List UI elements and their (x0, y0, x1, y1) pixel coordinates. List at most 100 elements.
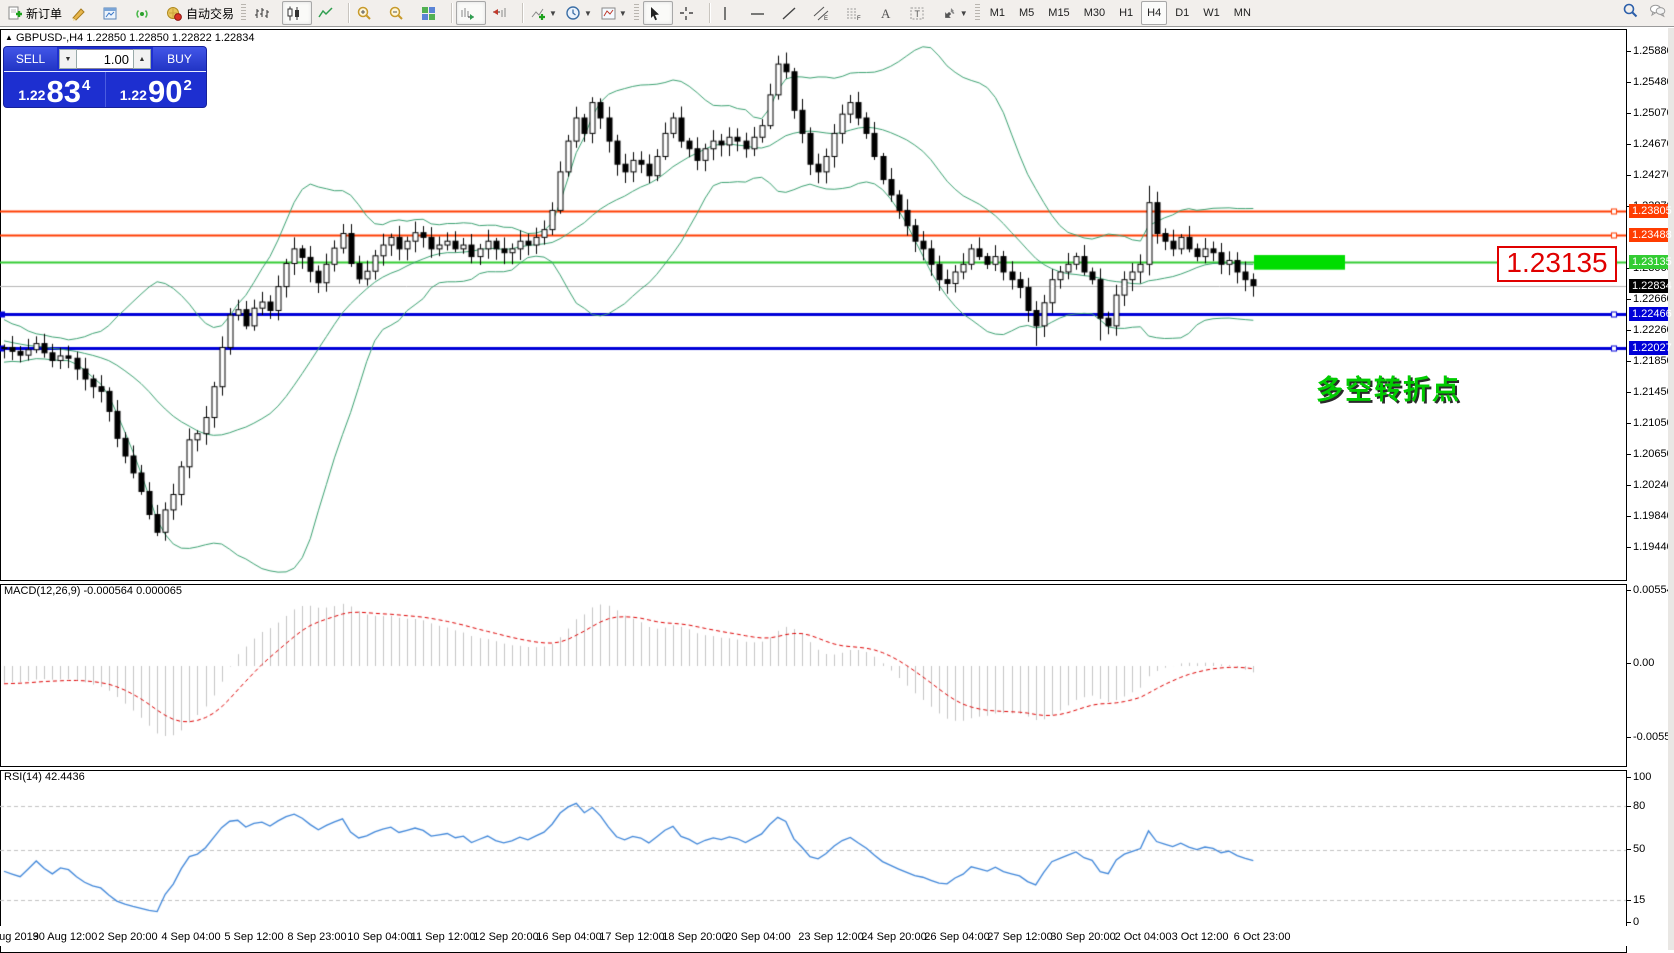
timeframe-button-h4[interactable]: H4 (1141, 1, 1168, 25)
fibonacci-icon: F (845, 5, 862, 22)
toolbar-button-indicators[interactable]: ▼ (527, 1, 560, 25)
buy-button[interactable]: BUY (153, 47, 206, 71)
price-level-tag[interactable]: 1.23135 (1497, 246, 1617, 282)
collapse-triangle-icon[interactable]: ▲ (5, 33, 13, 42)
volume-decrease-button[interactable]: ▼ (59, 49, 77, 69)
axis-tick (1627, 777, 1631, 778)
price-level-tag-1.23135: 1.23135 (1629, 255, 1672, 270)
toolbar-button-trendline[interactable] (778, 1, 808, 25)
time-tick-label: 26 Sep 04:00 (924, 931, 990, 943)
axis-tick (1627, 361, 1631, 363)
macd-values: -0.000564 0.000065 (83, 585, 182, 597)
toolbar-button-cursor[interactable] (642, 1, 673, 25)
indicator-tick-label: 0.005543 (1633, 584, 1674, 596)
axis-tick (1627, 144, 1631, 146)
toolbar-button-zoom-in[interactable] (353, 1, 383, 25)
panel-separator-macd[interactable] (0, 580, 1627, 585)
periods-dropdown-arrow[interactable]: ▼ (583, 8, 592, 18)
rsi-name: RSI(14) (4, 771, 42, 783)
toolbar-button-chart-shift[interactable] (488, 1, 518, 25)
toolbar-button-zoom-out[interactable] (385, 1, 415, 25)
toolbar-button-candlestick-chart[interactable] (282, 1, 313, 25)
toolbar-separator (451, 3, 453, 23)
time-tick-label: 29 Aug 2019 (0, 931, 39, 943)
price-tick-label: 1.25480 (1633, 75, 1673, 88)
toolbar-button-auto-scroll[interactable] (456, 1, 487, 25)
indicator-tick-label: -0.005583 (1633, 731, 1674, 743)
templates-dropdown-arrow[interactable]: ▼ (618, 8, 627, 18)
toolbar-grip[interactable] (974, 4, 980, 22)
buy-price-small: 1.22 (119, 87, 147, 103)
timeframe-button-m1[interactable]: M1 (989, 7, 1005, 19)
price-tick-label: 1.25070 (1633, 107, 1673, 120)
toolbar-button-equidistant-channel[interactable]: E (810, 1, 840, 25)
ohlc-values: 1.22850 1.22850 1.22822 1.22834 (86, 32, 255, 44)
turning-point-annotation[interactable]: 多空转折点 (1316, 375, 1461, 405)
timeframe-button-mn[interactable]: MN (1233, 7, 1251, 19)
toolbar-button-autotrading[interactable]: 自动交易 (163, 1, 237, 25)
time-tick-label: 8 Sep 23:00 (287, 931, 347, 943)
price-tick-label: 1.24270 (1633, 168, 1673, 181)
time-tick-label: 30 Sep 20:00 (1050, 931, 1116, 943)
time-tick-label: 11 Sep 12:00 (410, 931, 476, 943)
axis-tick (1627, 900, 1631, 901)
timeframe-button-m30[interactable]: M30 (1083, 7, 1106, 19)
arrows-dropdown-arrow[interactable]: ▼ (959, 8, 968, 18)
sell-button[interactable]: SELL (4, 47, 57, 71)
crosshair-icon (678, 5, 695, 22)
toolbar-button-periods[interactable]: ▼ (562, 1, 595, 25)
timeframe-button-w1[interactable]: W1 (1203, 7, 1220, 19)
toolbar-button-text[interactable]: A (874, 1, 904, 25)
toolbar-button-signals[interactable] (131, 1, 161, 25)
toolbar-button-horizontal-line[interactable] (746, 1, 776, 25)
toolbar-separator (348, 3, 350, 23)
toolbar-separator (708, 3, 710, 23)
time-tick-label: 10 Sep 04:00 (347, 931, 413, 943)
panel-separator-rsi[interactable] (0, 766, 1627, 771)
toolbar-button-crosshair[interactable] (675, 1, 705, 25)
toolbar-button-tile-windows[interactable] (417, 1, 447, 25)
one-click-trading-panel: SELL ▼ ▲ BUY 1.22 83 4 1.22 90 2 (4, 47, 206, 107)
indicators-dropdown-arrow[interactable]: ▼ (549, 8, 557, 18)
axis-tick (1627, 485, 1631, 487)
sell-price[interactable]: 1.22 83 4 (4, 72, 106, 107)
timeframe-button-m5[interactable]: M5 (1019, 7, 1035, 19)
main-chart-canvas[interactable] (0, 29, 1626, 580)
toolbar-button-market-watch[interactable] (99, 1, 129, 25)
axis-tick (1627, 453, 1631, 455)
price-tick-label: 1.25880 (1633, 45, 1673, 57)
vertical-line-icon (717, 5, 734, 22)
toolbar-button-bar-chart[interactable] (250, 1, 280, 25)
toolbar-button-templates[interactable]: ▼ (597, 1, 630, 25)
axis-tick (1627, 51, 1631, 52)
time-tick-label: 20 Sep 04:00 (725, 931, 791, 943)
buy-price[interactable]: 1.22 90 2 (106, 72, 207, 107)
templates-icon (600, 5, 617, 22)
trendline-icon (781, 5, 798, 22)
axis-tick (1627, 849, 1631, 850)
time-tick-label: 4 Sep 04:00 (161, 931, 221, 943)
toolbar-button-fibonacci[interactable]: F (842, 1, 872, 25)
market-watch-icon (102, 5, 119, 22)
timeframe-button-d1[interactable]: D1 (1175, 7, 1190, 19)
toolbar-button-vertical-line[interactable] (714, 1, 744, 25)
toolbar-grip[interactable] (633, 4, 639, 22)
volume-increase-button[interactable]: ▲ (133, 49, 151, 69)
rsi-panel-canvas[interactable] (0, 769, 1626, 925)
indicator-tick-label: 80 (1633, 800, 1646, 812)
search-icon[interactable] (1622, 2, 1639, 24)
toolbar-grip[interactable] (241, 4, 247, 22)
macd-panel-canvas[interactable] (0, 583, 1626, 766)
text-label-icon: T (909, 5, 926, 22)
timeframe-button-h1[interactable]: H1 (1119, 7, 1134, 19)
volume-input[interactable] (77, 49, 133, 69)
toolbar-button-arrows[interactable]: ▼ (938, 1, 971, 25)
timeframe-button-m15[interactable]: M15 (1048, 7, 1070, 19)
indicator-tick-label: 0.00 (1633, 657, 1655, 669)
chat-icon[interactable] (1649, 2, 1666, 24)
toolbar-button-line-chart[interactable] (314, 1, 344, 25)
toolbar-button-new-order[interactable]: 新订单 (3, 1, 65, 25)
toolbar-button-text-label[interactable]: T (906, 1, 936, 25)
bar-chart-icon (253, 5, 270, 22)
toolbar-button-styler[interactable] (67, 1, 97, 25)
